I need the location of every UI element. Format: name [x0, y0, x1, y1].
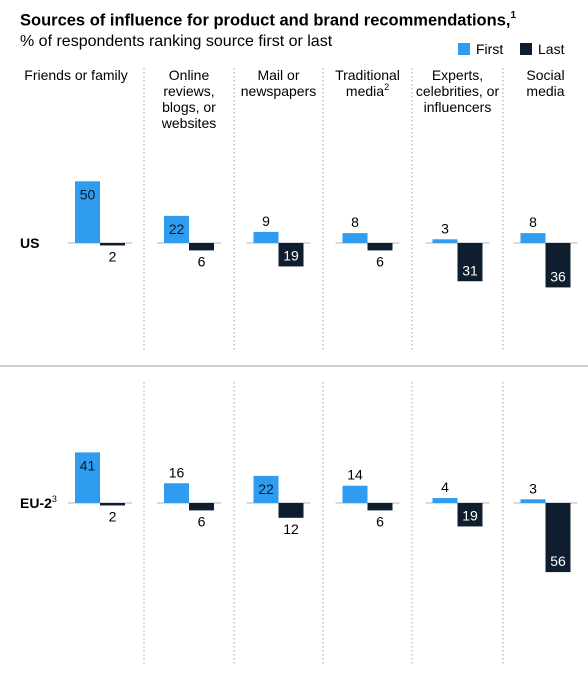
value-first-1-4: 4	[441, 479, 449, 495]
value-first-0-5: 8	[529, 214, 537, 230]
value-last-0-0: 2	[109, 248, 117, 264]
bar-last-1-1	[189, 503, 214, 511]
bar-last-1-5	[545, 503, 571, 573]
value-last-1-4: 19	[462, 507, 478, 523]
value-first-1-1: 16	[169, 464, 185, 480]
value-first-1-2: 22	[258, 481, 274, 497]
bar-last-1-0	[100, 503, 125, 506]
category-label-0: Friends or family	[24, 67, 127, 83]
title-footnote: 1	[510, 10, 517, 21]
chart-title: Sources of influence for product and bra…	[20, 10, 517, 30]
value-last-1-3: 6	[376, 513, 384, 529]
bar-first-1-3	[342, 485, 368, 503]
value-first-0-1: 22	[169, 221, 185, 237]
bar-first-1-1	[164, 483, 189, 503]
bar-first-1-2	[253, 475, 279, 503]
value-last-1-5: 56	[550, 553, 566, 569]
bar-last-1-2	[278, 503, 304, 518]
value-last-1-0: 2	[109, 508, 117, 524]
category-label-3: Traditional media2	[335, 67, 400, 99]
value-first-0-2: 9	[262, 213, 270, 229]
value-first-1-3: 14	[347, 467, 363, 483]
value-first-1-0: 41	[80, 457, 96, 473]
legend-first: First	[458, 41, 503, 57]
legend-last-label: Last	[538, 41, 565, 57]
bar-last-0-2	[278, 243, 304, 267]
region-label-0: US	[20, 235, 39, 251]
region-label-1: EU-23	[20, 494, 57, 511]
chart-subtitle: % of respondents ranking source first or…	[20, 33, 333, 50]
legend-last: Last	[520, 41, 564, 57]
bar-first-1-0	[75, 452, 100, 503]
legend-first-label: First	[476, 41, 504, 57]
value-first-1-5: 3	[529, 480, 537, 496]
bar-first-1-4	[432, 498, 458, 503]
category-label-1: Online reviews, blogs, or websites	[161, 67, 216, 131]
legend-first-swatch	[458, 43, 470, 55]
value-first-0-0: 50	[80, 186, 96, 202]
value-last-0-3: 6	[376, 253, 384, 269]
bar-first-1-5	[520, 499, 546, 503]
bar-last-1-3	[367, 503, 393, 511]
bar-last-0-0	[100, 243, 125, 246]
bar-first-0-2	[253, 231, 279, 243]
bar-last-0-3	[367, 243, 393, 251]
value-last-1-1: 6	[198, 513, 206, 529]
bar-first-0-5	[520, 233, 546, 243]
value-last-0-1: 6	[198, 253, 206, 269]
bar-last-1-4	[457, 503, 483, 527]
legend-last-swatch	[520, 43, 532, 55]
category-label-2: Mail or newspapers	[241, 67, 317, 99]
bar-first-0-3	[342, 233, 368, 243]
bar-first-0-1	[164, 215, 189, 243]
value-last-0-5: 36	[550, 268, 566, 284]
value-last-0-2: 19	[283, 247, 299, 263]
bar-first-0-4	[432, 239, 458, 243]
bar-last-0-5	[545, 243, 571, 288]
bar-first-0-0	[75, 181, 100, 243]
bar-last-0-1	[189, 243, 214, 251]
bar-last-0-4	[457, 243, 483, 282]
value-last-0-4: 31	[462, 262, 478, 278]
category-label-4: Experts, celebrities, or influencers	[416, 67, 500, 115]
value-last-1-2: 12	[283, 521, 299, 537]
value-first-0-3: 8	[351, 214, 359, 230]
category-label-5: Social media	[526, 67, 564, 99]
value-first-0-4: 3	[441, 220, 449, 236]
